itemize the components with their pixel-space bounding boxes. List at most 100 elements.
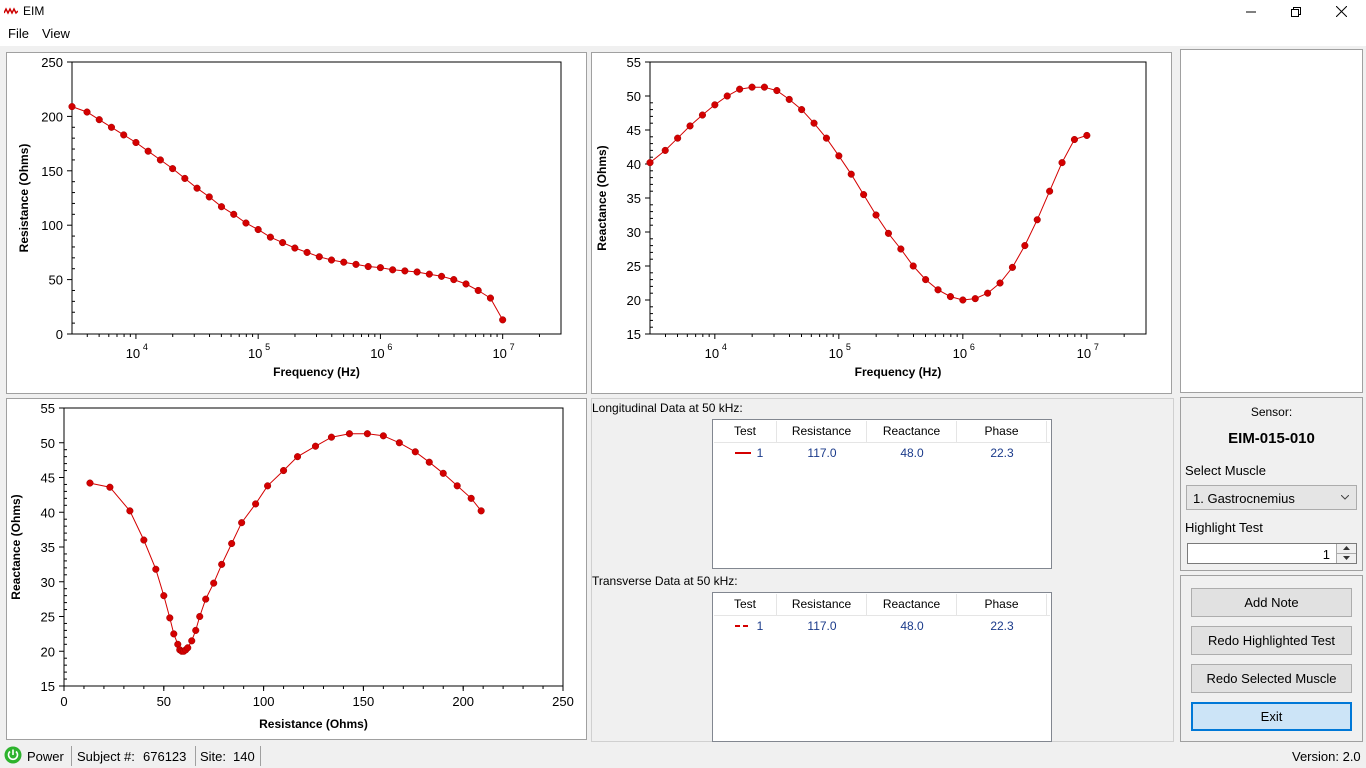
data-point (723, 92, 731, 100)
x-axis-label: Frequency (Hz) (855, 365, 942, 379)
status-separator (195, 746, 196, 766)
data-point (156, 156, 164, 164)
col-resistance[interactable]: Resistance (777, 421, 867, 442)
add-note-button[interactable]: Add Note (1191, 588, 1352, 617)
chevron-up-icon (1343, 546, 1350, 550)
muscle-select-value: 1. Gastrocnemius (1193, 491, 1295, 506)
highlight-test-value: 1 (1322, 547, 1330, 562)
restore-button[interactable] (1273, 0, 1319, 23)
sensor-panel (1180, 397, 1363, 571)
data-point (1033, 216, 1041, 224)
col-test[interactable]: Test (714, 594, 777, 615)
data-point (280, 467, 288, 475)
menu-view[interactable]: View (42, 26, 70, 41)
data-point (477, 507, 485, 515)
x-tick-exponent: 4 (143, 342, 148, 352)
data-point (279, 239, 287, 247)
menu-file[interactable]: File (8, 26, 29, 41)
data-point (453, 482, 461, 490)
minimize-icon (1246, 11, 1256, 12)
y-tick-label: 40 (41, 505, 55, 520)
data-point (152, 565, 160, 573)
data-point (773, 87, 781, 95)
data-point (499, 316, 507, 324)
muscle-select[interactable]: 1. Gastrocnemius (1186, 485, 1357, 510)
data-point (1070, 135, 1078, 144)
stepper-down-button[interactable] (1336, 554, 1356, 563)
data-point (711, 101, 719, 109)
data-point (303, 248, 311, 256)
y-tick-label: 35 (627, 191, 641, 206)
col-resistance[interactable]: Resistance (777, 594, 867, 615)
y-tick-label: 30 (41, 575, 55, 590)
highlight-test-stepper[interactable]: 1 (1187, 543, 1357, 564)
data-point (293, 453, 302, 461)
x-tick-exponent: 4 (722, 342, 727, 352)
data-point (909, 262, 917, 270)
longitudinal-table[interactable]: Test Resistance Reactance Phase 1 117.0 … (712, 419, 1052, 569)
exit-button[interactable]: Exit (1191, 702, 1352, 731)
y-tick-label: 35 (41, 540, 55, 555)
data-point (686, 122, 694, 130)
app-waveform-icon (4, 7, 18, 15)
longitudinal-title: Longitudinal Data at 50 kHz: (592, 401, 743, 415)
table-row[interactable]: 1 117.0 48.0 22.3 (714, 617, 1050, 635)
data-point (228, 539, 236, 548)
reactance-plot-panel: 15 20 25 30 35 40 45 50 55 10 4 10 5 10 6 10 7 Frequency … (591, 52, 1172, 394)
col-reactance[interactable]: Reactance (867, 421, 957, 442)
data-point (242, 219, 250, 227)
chevron-down-icon (1341, 495, 1349, 500)
data-point (140, 536, 148, 544)
y-tick-label: 20 (627, 293, 641, 308)
y-tick-label: 200 (41, 109, 63, 124)
data-point (860, 191, 868, 199)
x-tick-label: 10 (370, 346, 384, 361)
data-point (184, 644, 192, 652)
close-button[interactable] (1318, 0, 1364, 23)
data-point (120, 131, 128, 139)
data-point (379, 432, 387, 440)
transverse-table[interactable]: Test Resistance Reactance Phase 1 117.0 … (712, 592, 1052, 742)
sensor-id: EIM-015-010 (1228, 430, 1315, 447)
x-tick-label: 200 (452, 694, 474, 709)
data-point (395, 439, 403, 447)
data-point (760, 83, 768, 91)
x-tick-exponent: 5 (846, 342, 851, 352)
data-point (266, 233, 274, 241)
redo-highlighted-test-button[interactable]: Redo Highlighted Test (1191, 626, 1352, 655)
sensor-label: Sensor: (1250, 405, 1293, 419)
table-row[interactable]: 1 117.0 48.0 22.3 (714, 444, 1050, 462)
stepper-up-button[interactable] (1336, 544, 1356, 554)
data-point (411, 448, 419, 456)
transverse-title: Transverse Data at 50 kHz: (592, 574, 738, 588)
data-point (166, 614, 174, 622)
col-phase[interactable]: Phase (957, 421, 1047, 442)
data-point (785, 95, 793, 103)
data-point (897, 245, 905, 253)
y-tick-label: 15 (41, 679, 55, 694)
data-point (934, 286, 942, 294)
redo-selected-muscle-button[interactable]: Redo Selected Muscle (1191, 664, 1352, 693)
y-axis-label: Reactance (Ohms) (595, 145, 609, 250)
col-phase[interactable]: Phase (957, 594, 1047, 615)
data-point (252, 500, 260, 508)
chevron-down-icon (1343, 556, 1350, 560)
data-point (1058, 159, 1066, 167)
data-point (486, 294, 494, 302)
data-point (363, 430, 371, 438)
x-tick-label: 50 (157, 694, 171, 709)
col-test[interactable]: Test (714, 421, 777, 442)
reactance-resistance-chart[interactable]: 15 20 25 30 35 40 45 50 55 0 50 100 150 200 250 Resista… (7, 399, 588, 741)
power-status: Power (27, 749, 64, 764)
minimize-button[interactable] (1228, 0, 1274, 23)
data-point (810, 119, 818, 127)
data-point (884, 229, 892, 237)
col-reactance[interactable]: Reactance (867, 594, 957, 615)
transverse-table-header: Test Resistance Reactance Phase (714, 594, 1050, 616)
data-point (311, 442, 320, 450)
data-point (230, 210, 238, 218)
resistance-plot-panel: 0 50 100 150 200 250 10 4 10 5 10 6 10 7 Frequency (Hz… (6, 52, 587, 394)
data-point (205, 193, 213, 201)
